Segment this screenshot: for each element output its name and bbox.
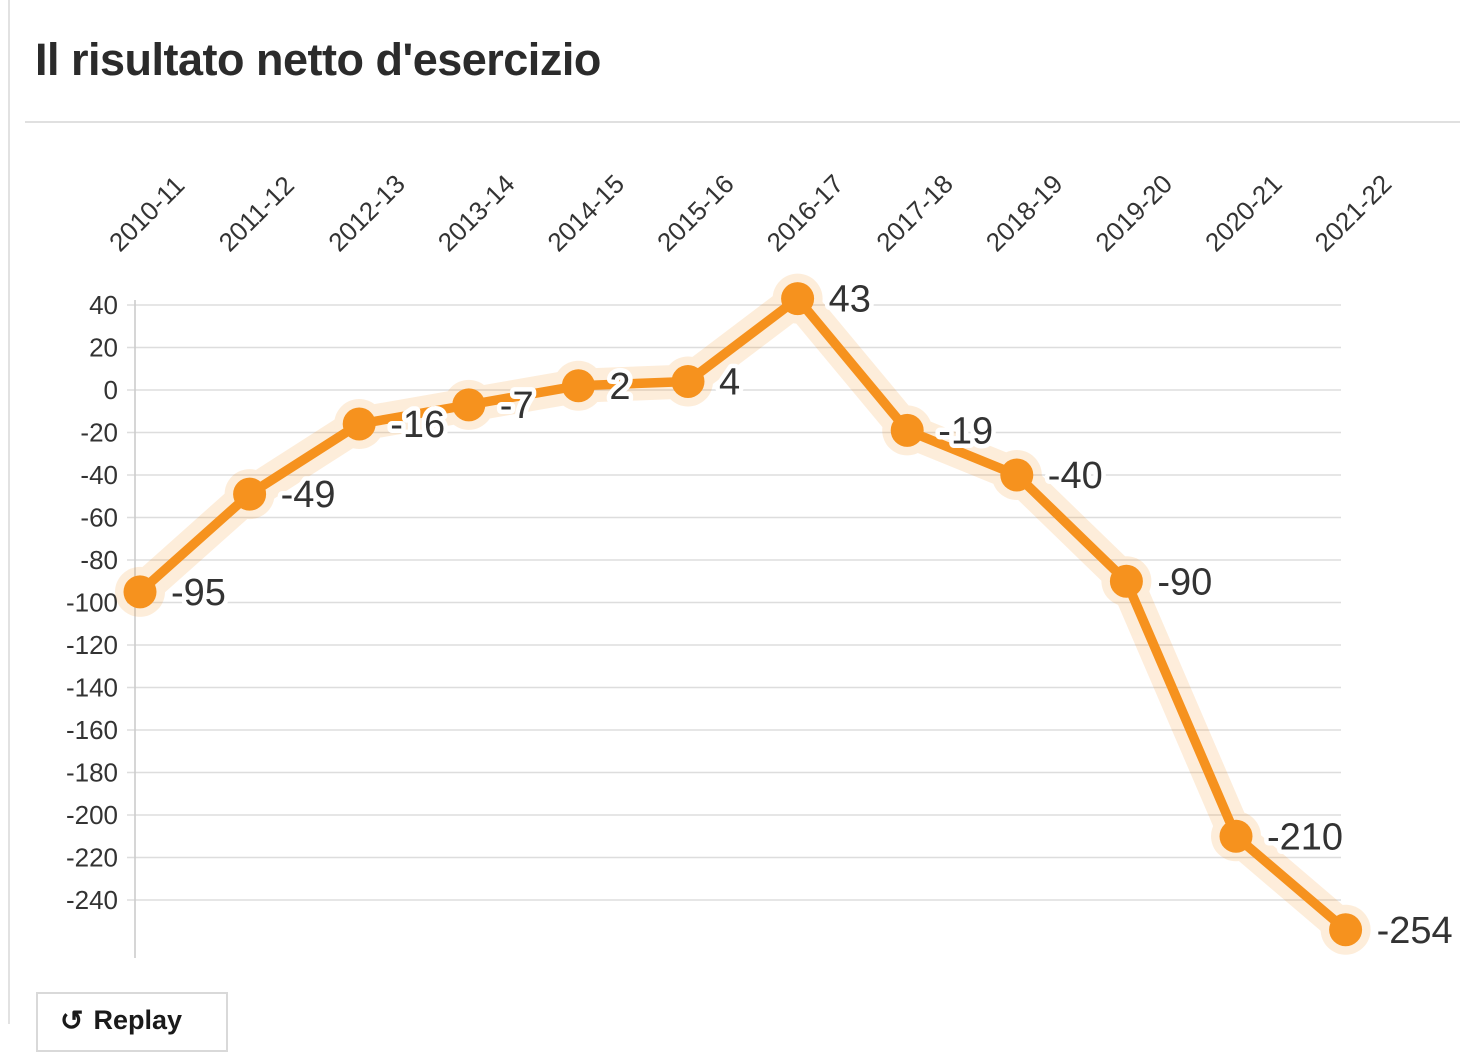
data-point-label: -210 — [1267, 816, 1343, 858]
data-point-label: -90 — [1157, 561, 1212, 603]
y-axis-tick-label: -100 — [66, 588, 118, 618]
x-axis-category-label: 2019-20 — [1089, 169, 1178, 258]
data-point-label: -19 — [938, 410, 993, 452]
replay-button[interactable]: ↺ Replay — [36, 992, 228, 1052]
data-point-marker[interactable] — [890, 413, 924, 447]
line-chart: 40 20 0 -20 -40 -60 -80 -100 -120 -140 -160 -180 -20… — [65, 168, 1453, 958]
page-left-border — [8, 0, 10, 1024]
data-point-label: -49 — [281, 474, 336, 516]
y-axis-tick-label: -180 — [66, 758, 118, 788]
y-axis-tick-label: -20 — [80, 418, 118, 448]
x-axis-category-label: 2014-15 — [541, 169, 630, 258]
data-point-label: 2 — [609, 366, 630, 408]
x-axis-category-label: 2011-12 — [213, 170, 300, 257]
x-axis-category-label: 2018-19 — [980, 169, 1069, 258]
y-axis-tick-label: -60 — [80, 503, 118, 533]
data-point-marker[interactable] — [561, 369, 595, 403]
x-axis-category-label: 2020-21 — [1199, 169, 1288, 258]
data-point-label: 43 — [829, 279, 871, 321]
data-point-label: 4 — [719, 362, 740, 404]
series-line-halo — [115, 273, 1371, 955]
x-axis-category-label: 2010-11 — [103, 170, 190, 257]
data-point-marker[interactable] — [342, 407, 376, 441]
x-axis-category-label: 2016-17 — [761, 169, 850, 258]
data-point-marker[interactable] — [233, 477, 267, 511]
x-axis-category-label: 2012-13 — [322, 169, 411, 258]
data-point-marker[interactable] — [671, 365, 705, 398]
title-divider — [25, 121, 1460, 123]
data-point-marker[interactable] — [781, 282, 815, 316]
data-point-marker[interactable] — [1329, 913, 1363, 947]
series-line — [135, 293, 1351, 935]
x-axis-category-label: 2021-22 — [1309, 169, 1398, 258]
y-axis-tick-label: -220 — [66, 843, 118, 873]
data-point-marker[interactable] — [1000, 458, 1034, 492]
y-axis-tick-label: -200 — [66, 800, 118, 830]
data-point-label: -254 — [1377, 910, 1453, 952]
replay-button-label: Replay — [93, 1005, 183, 1035]
y-axis-tick-label: 40 — [89, 290, 118, 320]
data-point-label: -7 — [500, 385, 534, 427]
page-title: Il risultato netto d'esercizio — [35, 34, 601, 85]
y-axis-tick-label: -160 — [66, 715, 118, 745]
data-point-label: -95 — [171, 572, 226, 614]
x-axis-category-label: 2017-18 — [870, 169, 959, 258]
data-point-marker[interactable] — [452, 388, 486, 422]
data-point-marker[interactable] — [1219, 819, 1253, 853]
x-axis-category-label: 2015-16 — [651, 169, 740, 258]
data-point-label: -40 — [1048, 455, 1103, 497]
x-axis-category-label: 2013-14 — [432, 169, 521, 258]
chart: 40 20 0 -20 -40 -60 -80 -100 -120 -140 -160 -180 -20… — [65, 168, 1453, 958]
y-axis-tick-label: -40 — [80, 460, 118, 490]
y-axis-tick-label: -140 — [66, 673, 118, 703]
y-axis-tick-label: -80 — [80, 545, 118, 575]
data-point-marker[interactable] — [1109, 564, 1143, 598]
y-axis-tick-label: 0 — [104, 375, 118, 405]
y-axis-tick-label: -120 — [66, 630, 118, 660]
y-axis-tick-label: -240 — [66, 885, 118, 915]
data-point-label: -16 — [390, 404, 445, 446]
y-axis-tick-label: 20 — [89, 333, 118, 363]
replay-icon: ↺ — [60, 1005, 84, 1036]
data-point-marker[interactable] — [123, 575, 157, 609]
